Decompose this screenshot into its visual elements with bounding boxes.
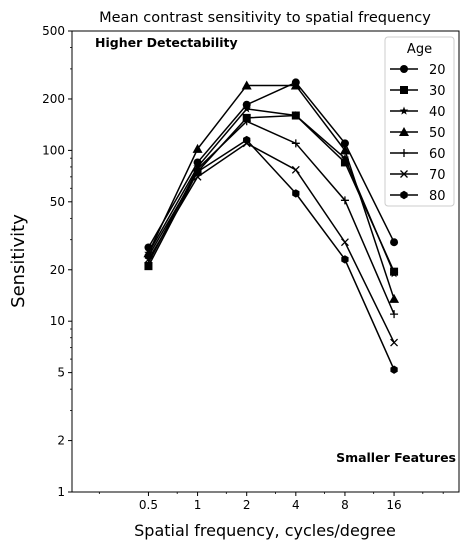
data-point	[389, 293, 400, 303]
data-point	[389, 269, 399, 278]
data-point	[339, 145, 350, 155]
data-point	[291, 111, 301, 120]
data-point	[390, 365, 398, 374]
legend-entry: 30	[390, 84, 446, 99]
legend-entry: 60	[390, 147, 446, 162]
data-point	[242, 104, 251, 113]
x-tick-label: 2	[243, 498, 251, 512]
series-line	[147, 142, 395, 343]
series-layer	[143, 78, 400, 374]
data-point	[390, 310, 399, 319]
legend-box	[384, 36, 455, 207]
data-point	[400, 86, 408, 94]
legend: Age 20 30 40 50 60 70 80	[384, 36, 455, 207]
y-tick-label: 1	[57, 485, 65, 499]
y-tick-label: 50	[50, 195, 65, 209]
data-point	[341, 255, 349, 264]
data-point	[242, 117, 251, 126]
data-point	[400, 65, 408, 73]
legend-entry: 70	[390, 168, 446, 183]
data-point	[340, 139, 349, 148]
data-point	[400, 190, 408, 200]
annotation-smaller-features: Smaller Features	[336, 450, 456, 465]
data-point	[340, 238, 349, 247]
series-80	[144, 135, 398, 374]
legend-label: 60	[429, 147, 446, 162]
data-point	[399, 127, 409, 136]
x-axis-label: Spatial frequency, cycles/degree	[134, 521, 396, 540]
data-point	[291, 139, 300, 148]
y-tick-label: 200	[42, 92, 65, 106]
data-point	[340, 153, 350, 162]
legend-label: 80	[429, 189, 446, 204]
data-point	[192, 143, 203, 153]
data-point	[399, 106, 409, 115]
data-point	[400, 170, 408, 178]
x-tick-label: 16	[386, 498, 401, 512]
chart-title: Mean contrast sensitivity to spatial fre…	[99, 10, 431, 26]
data-point	[340, 196, 349, 205]
y-tick-label: 100	[42, 143, 65, 157]
legend-entry: 80	[390, 189, 446, 204]
y-tick-label: 2	[57, 434, 65, 448]
data-point	[193, 167, 202, 176]
series-50	[143, 80, 400, 303]
annotation-higher-detectability: Higher Detectability	[95, 35, 238, 50]
data-point	[400, 149, 408, 157]
legend-label: 70	[429, 168, 446, 183]
data-point	[390, 238, 399, 247]
axes-layer: 0.5 1 2 4 8 16 1 2 5 10 20 50 100 200 500	[42, 24, 444, 512]
x-tick-label: 0.5	[139, 498, 158, 512]
data-point	[290, 80, 301, 90]
series-line	[147, 81, 395, 248]
data-point	[243, 135, 251, 145]
legend-entry: 40	[390, 105, 446, 120]
data-point	[144, 252, 153, 261]
legend-label: 30	[429, 84, 446, 99]
data-point	[291, 165, 300, 174]
y-tick-label: 10	[50, 314, 65, 328]
data-point	[241, 80, 252, 90]
legend-label: 50	[429, 126, 446, 141]
data-point	[340, 158, 349, 167]
legend-title: Age	[407, 42, 432, 57]
x-tick-label: 1	[194, 498, 202, 512]
y-tick-label: 5	[57, 366, 65, 380]
y-axis-label: Sensitivity	[8, 214, 29, 308]
series-line	[147, 114, 395, 272]
data-point	[390, 338, 399, 347]
x-tick-label: 8	[341, 498, 349, 512]
x-tick-label: 4	[292, 498, 300, 512]
series-line	[147, 139, 395, 371]
legend-entry: 50	[390, 126, 446, 141]
legend-entry: 20	[390, 63, 446, 78]
y-tick-label: 500	[42, 24, 65, 38]
series-line	[147, 84, 395, 300]
y-tick-label: 20	[50, 263, 65, 277]
legend-label: 40	[429, 105, 446, 120]
data-point	[292, 189, 300, 198]
legend-label: 20	[429, 63, 446, 78]
